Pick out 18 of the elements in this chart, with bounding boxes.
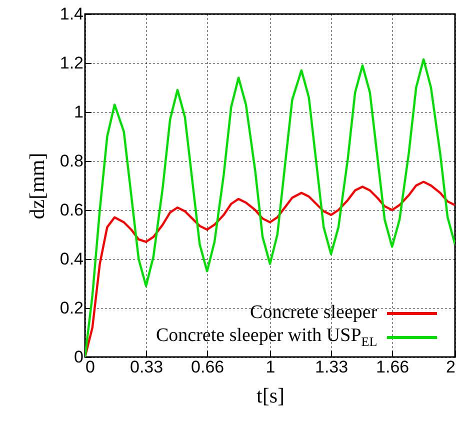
y-tick-label: 1.4 [60,4,84,24]
legend-label: Concrete sleeper [250,302,378,324]
y-tick-label: 1.2 [60,54,84,72]
legend-label: Concrete sleeper with USP$_{EL}$ [156,324,378,350]
y-tick-label: 0.2 [60,298,84,318]
x-tick-label: 1.33 [315,358,348,376]
x-tick-label: 1.66 [376,358,410,376]
x-tick-label: 0.66 [191,358,224,376]
x-tick-label: 0.33 [130,358,164,376]
y-tick-label: 0.4 [60,250,84,268]
x-tick-label: 1 [266,358,276,376]
y-tick-label: 1 [74,102,84,122]
y-axis-title: dz[mm] [24,152,49,220]
y-tick-label: 0.8 [60,152,84,170]
x-tick-label: 2 [446,358,456,376]
x-tick-label: 0 [86,358,95,376]
y-tick-label: 0.6 [60,200,84,220]
x-axis-title: t[s] [256,384,284,408]
